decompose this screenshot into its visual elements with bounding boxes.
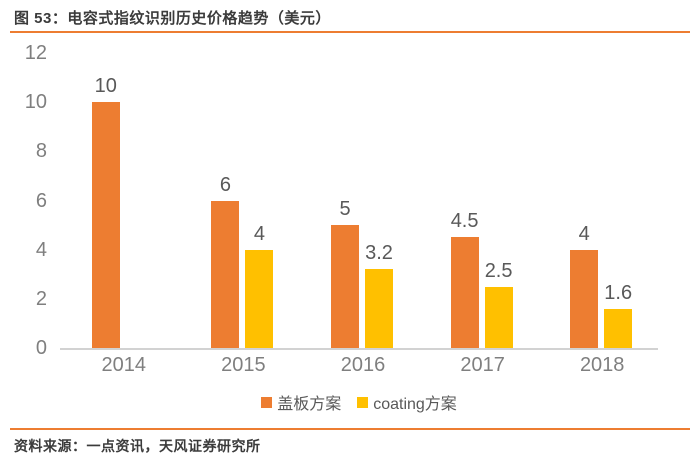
- x-axis-label: 2015: [221, 354, 266, 376]
- bar-segment: [570, 249, 599, 348]
- bar-segment: [331, 225, 359, 348]
- legend-label: 盖板方案: [277, 396, 342, 413]
- bar-segment: [211, 200, 240, 348]
- y-tick-label: 4: [35, 238, 47, 261]
- y-tick-label: 10: [24, 91, 47, 114]
- x-axis-line: [60, 348, 658, 350]
- bar-segment: [450, 237, 479, 348]
- y-tick-label: 0: [35, 337, 47, 359]
- bar-value-label: 6: [219, 173, 231, 196]
- bar-value-label: 2.5: [484, 259, 513, 282]
- x-axis-label: 2018: [579, 354, 625, 376]
- legend-label: coating方案: [373, 396, 457, 413]
- y-tick-label: 8: [35, 140, 47, 163]
- x-axis-label: 2014: [101, 354, 147, 376]
- bar-segment: [484, 286, 513, 348]
- title-divider: [10, 31, 690, 33]
- bar-value-label: 10: [94, 75, 117, 98]
- bar-segment: [91, 102, 120, 348]
- legend: 盖板方案 coating方案: [60, 391, 658, 413]
- legend-item: 盖板方案: [261, 390, 341, 414]
- legend-swatch: [261, 396, 273, 408]
- bar-value-label: 4.5: [450, 210, 479, 233]
- bar-segment: [365, 269, 393, 348]
- source-divider: [10, 428, 690, 430]
- source-note: 资料来源：一点资讯，天风证券研究所: [14, 438, 261, 454]
- bar-value-label: 5: [339, 198, 351, 221]
- legend-item: coating方案: [357, 390, 457, 414]
- legend-swatch: [357, 396, 369, 408]
- y-tick-label: 6: [35, 189, 47, 212]
- bar-value-label: 1.6: [604, 281, 633, 304]
- y-tick-label: 2: [35, 287, 47, 310]
- bar-segment: [245, 249, 274, 348]
- x-axis-label: 2016: [340, 354, 386, 376]
- bar-segment: [604, 308, 633, 348]
- bar-value-label: 3.2: [365, 242, 393, 265]
- x-axis-label: 2017: [460, 354, 505, 376]
- bar-value-label: 4: [578, 222, 590, 245]
- y-tick-label: 12: [24, 42, 47, 64]
- figure-title: 图 53：电容式指纹识别历史价格趋势（美元）: [14, 10, 331, 27]
- bar-value-label: 4: [253, 222, 265, 245]
